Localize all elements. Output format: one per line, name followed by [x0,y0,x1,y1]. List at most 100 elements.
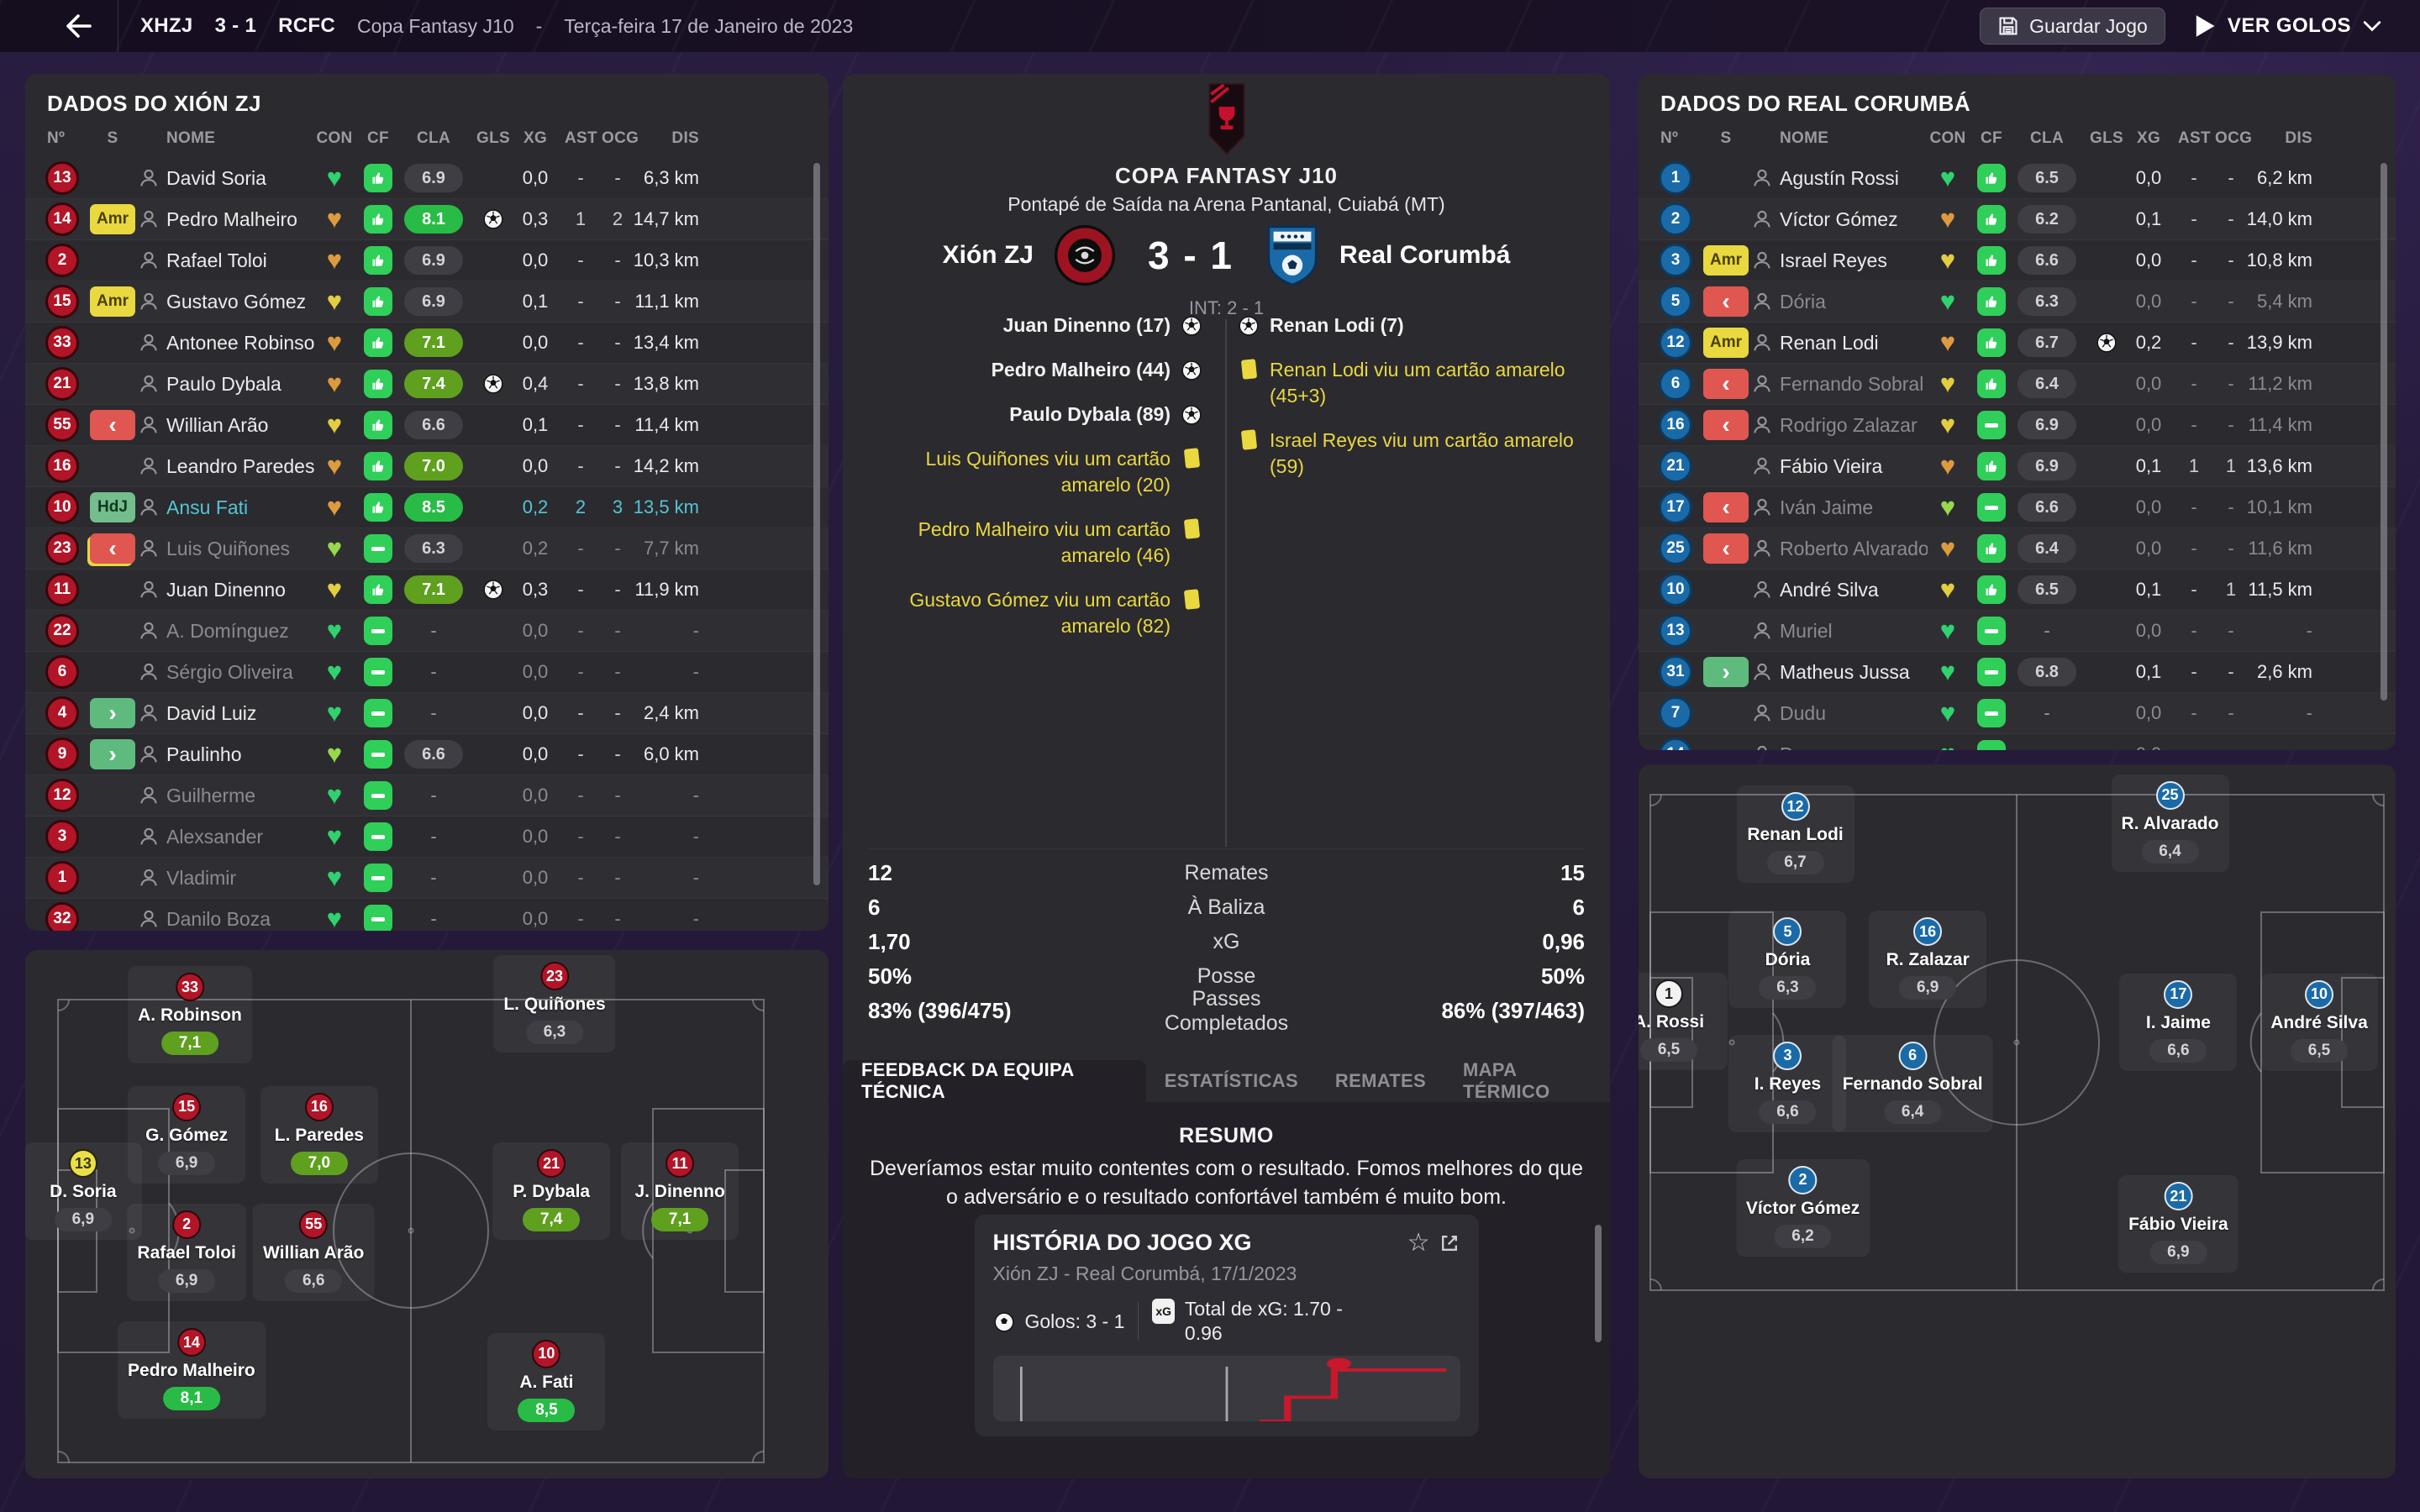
player-table-row[interactable]: 2 Rafael Toloi ♥ 6.9 0,0 - - 10,3 km [25,240,829,281]
player-table-row[interactable]: 14 Amr Pedro Malheiro ♥ 8.1 0,3 1 2 14,7… [25,199,829,240]
player-table-row[interactable]: 2 Víctor Gómez ♥ 6.2 0,1 - - 14,0 km [1639,199,2396,240]
xg-cell: 0,0 [2135,414,2162,435]
match-rating: 6.6 [2018,246,2076,275]
player-table-row[interactable]: 25 ‹ Roberto Alvarado ♥ 6.4 0,0 - - 11,6… [1639,528,2396,570]
assists-cell: - [2191,373,2197,394]
chances-created-cell: - [614,373,621,394]
pitch-player-fernando-sobral[interactable]: 6 Fernando Sobral 6,4 [1832,1034,1993,1132]
player-table-row[interactable]: 21 Fábio Vieira ♥ 6.9 0,1 1 1 13,6 km [1639,446,2396,487]
condition-heart-icon: ♥ [1939,204,1956,234]
xg-card-title: HISTÓRIA DO JOGO XG [992,1230,1252,1255]
goals-cell [476,446,511,486]
topbar-score: 3 - 1 [214,14,257,37]
player-table-row[interactable]: 7 Dudu ♥ - 0,0 - - - [1639,693,2396,734]
goals-cell [476,158,511,198]
player-table-row[interactable]: 5 ‹ Dória ♥ 6.3 0,0 - - 5,4 km [1639,281,2396,323]
player-table-row[interactable]: 33 Antonee Robinson ♥ 7.1 0,0 - - 13,4 k… [25,323,829,364]
pitch-player-g-g-mez[interactable]: 15 G. Gómez 6,9 [128,1085,246,1184]
player-table-row[interactable]: 21 Paulo Dybala ♥ 7.4 0,4 - - 13,8 km [25,364,829,405]
stat-label: À Baliza [1187,895,1265,919]
player-table-row[interactable]: 15 Amr Gustavo Gómez ♥ 6.9 0,1 - - 11,1 … [25,281,829,323]
goals-cell [476,899,511,931]
tab-feedback-da-equipa-t-cnica[interactable]: FEEDBACK DA EQUIPA TÉCNICA [843,1059,1146,1102]
pitch-player-l-qui-ones[interactable]: 23 L. Quiñones 6,3 [493,955,616,1053]
tab-remates[interactable]: REMATES [1334,1070,1426,1091]
pitch-player-a-fati[interactable]: 10 A. Fati 8,5 [487,1332,606,1431]
pitch-player-v-ctor-g-mez[interactable]: 2 Víctor Gómez 6,2 [1735,1158,1870,1257]
home-team-name[interactable]: Xión ZJ [942,241,1034,269]
pitch-player-a-robinson[interactable]: 33 A. Robinson 7,1 [128,966,252,1064]
assists-cell: - [577,620,584,641]
pitch-player-f-bio-vieira[interactable]: 21 Fábio Vieira 6,9 [2118,1175,2238,1273]
player-table-row[interactable]: 13 David Soria ♥ 6.9 0,0 - - 6,3 km [25,158,829,199]
player-table-row[interactable]: 55 ‹ Willian Arão ♥ 6.6 0,1 - - 11,4 km [25,405,829,446]
player-table-row[interactable]: 9 › Paulinho ♥ 6.6 0,0 - - 6,0 km [25,734,829,775]
player-table-row[interactable]: 22 A. Domínguez ♥ - 0,0 - - - [25,611,829,652]
match-rating: - [2044,702,2050,723]
player-table-row[interactable]: 31 › Matheus Jussa ♥ 6.8 0,1 - - 2,6 km [1639,652,2396,693]
player-table-row[interactable]: 14 Deyverson ♥ - 0,0 - - - [1639,734,2396,750]
pitch-player-l-paredes[interactable]: 16 L. Paredes 7,0 [260,1085,378,1184]
pitch-player-pedro-malheiro[interactable]: 14 Pedro Malheiro 8,1 [118,1321,266,1420]
player-table-row[interactable]: 13 Muriel ♥ - 0,0 - - - [1639,611,2396,652]
tab-estat-sticas[interactable]: ESTATÍSTICAS [1164,1070,1298,1091]
assists-cell: - [577,373,584,394]
yellow-card-icon [1183,518,1200,539]
away-table-scrollbar[interactable] [2381,163,2387,701]
pitch-player-r-alvarado[interactable]: 25 R. Alvarado 6,4 [2111,774,2229,872]
pitch-player-number: 33 [175,973,204,1002]
player-table-row[interactable]: 11 Juan Dinenno ♥ 7.1 0,3 - - 11,9 km [25,570,829,611]
pitch-player-i-reyes[interactable]: 3 I. Reyes 6,6 [1728,1034,1847,1132]
open-window-icon[interactable] [1439,1232,1460,1254]
player-table-row[interactable]: 4 › David Luiz ♥ - 0,0 - - 2,4 km [25,693,829,734]
player-name: Deyverson [1780,734,1928,751]
player-table-row[interactable]: 32 Danilo Boza ♥ - 0,0 - - - [25,899,829,931]
player-table-row[interactable]: 1 Vladimir ♥ - 0,0 - - - [25,858,829,899]
player-table-row[interactable]: 12 Guilherme ♥ - 0,0 - - - [25,775,829,816]
player-name: Alexsander [166,825,264,848]
player-table-row[interactable]: 17 ‹ Iván Jaime ♥ 6.6 0,0 - - 10,1 km [1639,487,2396,528]
favourite-star-icon[interactable]: ☆ [1399,1228,1439,1257]
pitch-player-rafael-toloi[interactable]: 2 Rafael Toloi 6,9 [127,1203,246,1301]
player-table-row[interactable]: 3 Alexsander ♥ - 0,0 - - - [25,816,829,858]
tab-mapa-t-rmico[interactable]: MAPA TÉRMICO [1462,1059,1550,1102]
player-name: Luis Quiñones [166,537,291,559]
match-event-text: Gustavo Gómez viu um cartão amarelo (82) [909,589,1171,637]
player-table-row[interactable]: 10 HdJ Ansu Fati ♥ 8.5 0,2 2 3 13,5 km [25,487,829,528]
pitch-player-willian-ar-o[interactable]: 55 Willian Arão 6,6 [253,1203,375,1301]
pitch-player-p-dybala[interactable]: 21 P. Dybala 7,4 [492,1142,611,1241]
pitch-player-j-dinenno[interactable]: 11 J. Dinenno 7,1 [621,1142,739,1241]
feedback-scrollbar[interactable] [1595,1225,1602,1342]
pitch-player-d-soria[interactable]: 13 D. Soria 6,9 [25,1142,142,1241]
pitch-player-r-zalazar[interactable]: 16 R. Zalazar 6,9 [1869,911,1987,1009]
distance-cell: - [692,826,699,847]
stat-away-value: 6 [1572,895,1585,920]
player-table-row[interactable]: 1 Agustín Rossi ♥ 6.5 0,0 - - 6,2 km [1639,158,2396,199]
goals-cell [2089,487,2124,528]
player-table-row[interactable]: 23 ‹ Luis Quiñones ♥ 6.3 0,2 - - 7,7 km [25,528,829,570]
player-table-row[interactable]: 12 Amr Renan Lodi ♥ 6.7 0,2 - - 13,9 km [1639,323,2396,364]
view-goals-button[interactable]: VER GOLOS [2189,13,2386,39]
pitch-player-d-ria[interactable]: 5 Dória 6,3 [1728,911,1847,1009]
player-table-row[interactable]: 3 Amr Israel Reyes ♥ 6.6 0,0 - - 10,8 km [1639,240,2396,281]
player-table-row[interactable]: 16 ‹ Rodrigo Zalazar ♥ 6.9 0,0 - - 11,4 … [1639,405,2396,446]
pitch-player-andr-silva[interactable]: 10 André Silva 6,5 [2260,973,2378,1071]
back-button[interactable] [55,6,103,46]
chances-created-cell: - [2228,167,2234,188]
pitch-player-renan-lodi[interactable]: 12 Renan Lodi 6,7 [1736,785,1854,884]
competition-name: COPA FANTASY J10 [1115,163,1338,188]
pitch-player-a-rossi[interactable]: 1 A. Rossi 6,5 [1639,973,1728,1070]
home-table-scrollbar[interactable] [813,163,820,885]
player-table-row[interactable]: 6 Sérgio Oliveira ♥ - 0,0 - - - [25,652,829,693]
xg-history-mini-chart[interactable] [992,1356,1460,1421]
match-rating: - [430,908,437,929]
save-game-button[interactable]: Guardar Jogo [1980,8,2165,45]
venue-line: Pontapé de Saída na Arena Pantanal, Cuia… [1007,193,1445,215]
player-table-row[interactable]: 10 André Silva ♥ 6.5 0,1 - 1 11,5 km [1639,570,2396,611]
player-name: Willian Arão [166,413,269,436]
pitch-player-i-jaime[interactable]: 17 I. Jaime 6,6 [2119,973,2238,1071]
match-rating: - [2044,620,2050,641]
player-table-row[interactable]: 16 Leandro Paredes ♥ 7.0 0,0 - - 14,2 km [25,446,829,487]
away-team-name[interactable]: Real Corumbá [1339,241,1511,269]
player-table-row[interactable]: 6 ‹ Fernando Sobral ♥ 6.4 0,0 - - 11,2 k… [1639,364,2396,405]
